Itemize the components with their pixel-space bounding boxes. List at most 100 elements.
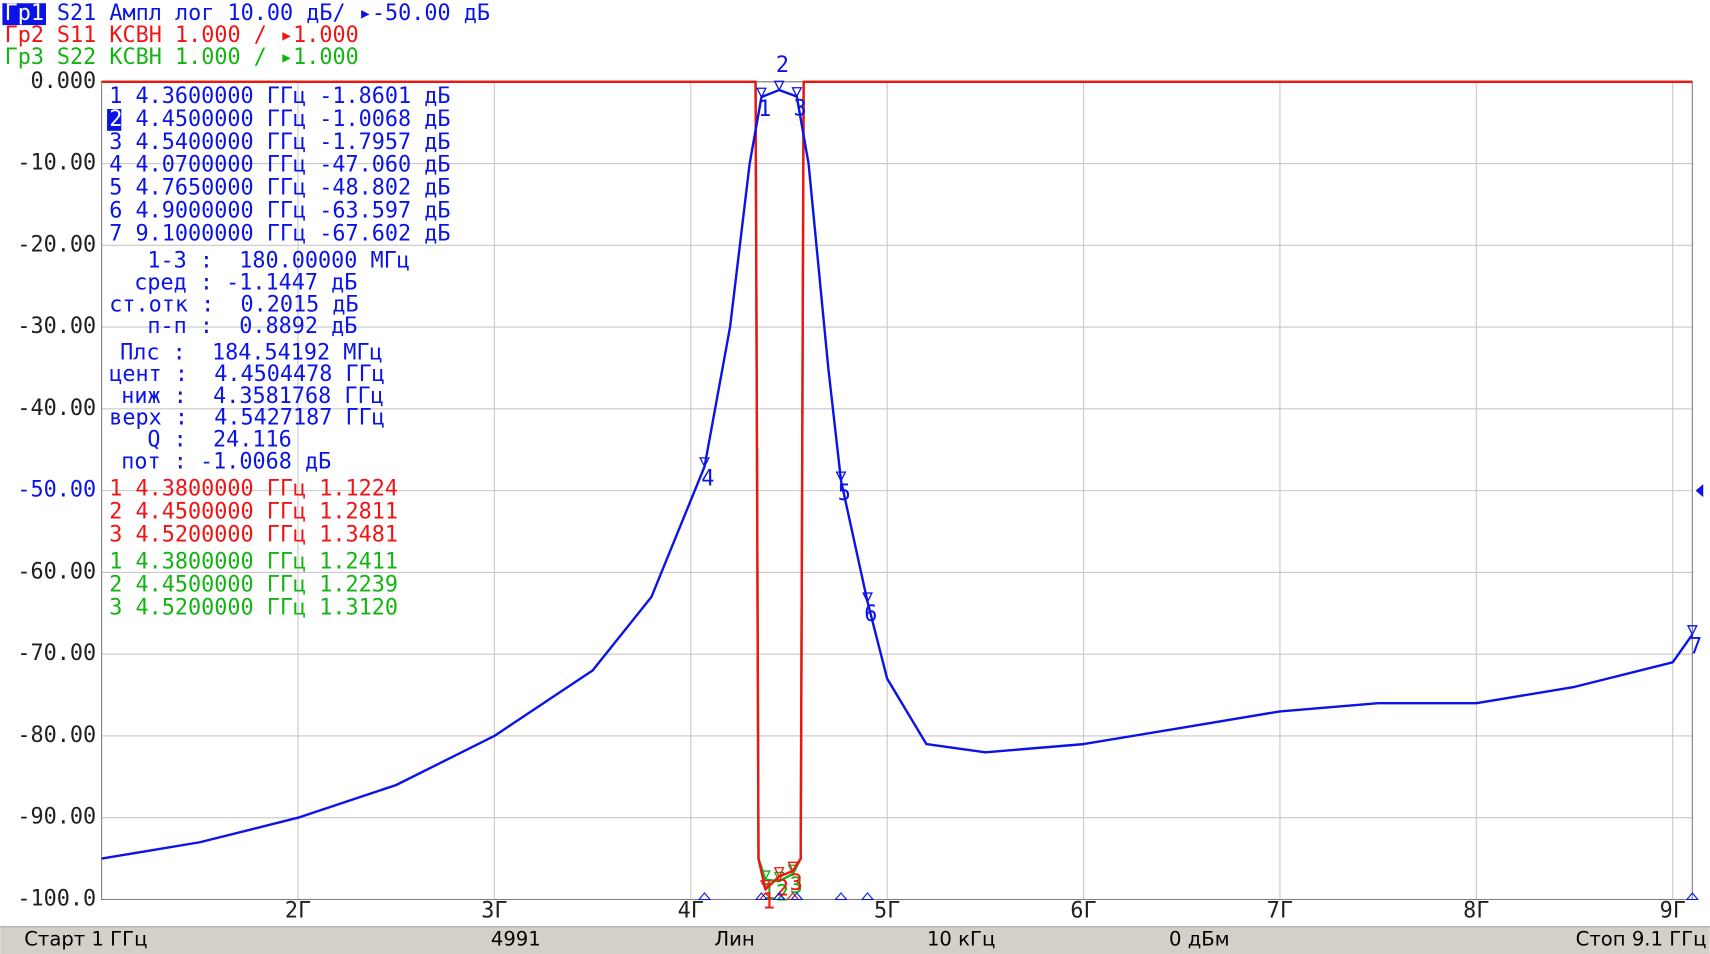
marker-readout-num: 3 xyxy=(109,595,122,620)
y-tick-label: -100.0 xyxy=(17,886,96,911)
marker-readout: 9.1000000 ГГц -67.602 дБ xyxy=(135,221,450,246)
x-tick-label: 4Г xyxy=(678,898,704,923)
marker-readout-num: 3 xyxy=(109,130,122,155)
trace-id: Гр1 xyxy=(5,1,44,26)
marker-readout-num: 1 xyxy=(109,550,122,575)
marker-triangle xyxy=(759,880,771,891)
y-tick-label: -60.00 xyxy=(17,559,96,584)
marker-number: 1 xyxy=(758,97,771,122)
text-part: 4.9000000 ГГц xyxy=(135,199,306,224)
text-part: 4.7650000 ГГц xyxy=(135,176,306,201)
text-part: 4.4500000 ГГц xyxy=(135,572,306,597)
marker-readout: 4.5200000 ГГц 1.3120 xyxy=(135,595,397,620)
y-tick-label: 0.000 xyxy=(31,69,97,94)
marker-axis-triangle xyxy=(790,892,804,901)
text-part: -63.597 дБ xyxy=(319,199,450,224)
marker-readout-num: 7 xyxy=(109,221,122,246)
status-item: 10 кГц xyxy=(927,927,995,950)
marker-triangle xyxy=(756,87,767,99)
x-tick-label: 2Г xyxy=(285,898,311,923)
trace-header: S11 КСВН 1.000 / ▸1.000 xyxy=(57,23,359,48)
status-bar xyxy=(0,926,1710,954)
marker-number: 2 xyxy=(776,53,789,78)
text-part: 4.3800000 ГГц xyxy=(135,550,306,575)
stat-line: Q : 24.116 xyxy=(147,427,291,452)
x-tick-label: 3Г xyxy=(481,898,507,923)
marker-number: 2 xyxy=(776,877,789,902)
marker-readout: 4.7650000 ГГц -48.802 дБ xyxy=(135,176,450,201)
y-tick-label: -80.00 xyxy=(17,723,96,748)
text-part: 4.5200000 ГГц xyxy=(135,522,306,547)
marker-number: 3 xyxy=(790,871,803,896)
stat-line: ст.отк : 0.2015 дБ xyxy=(109,292,358,317)
x-tick-label: 7Г xyxy=(1267,898,1293,923)
text-part: S21 xyxy=(57,1,96,26)
marker-number: 3 xyxy=(794,97,807,122)
marker-triangle xyxy=(773,80,785,92)
text-part: 1.000 xyxy=(293,23,359,48)
text-part: 1.000 / xyxy=(175,45,267,70)
text-part: 1.000 / xyxy=(175,23,267,48)
y-tick-label: -90.00 xyxy=(17,805,96,830)
marker-triangle xyxy=(862,592,873,604)
trace-header: S22 КСВН 1.000 / ▸1.000 xyxy=(57,45,359,70)
text-part: 1.3481 xyxy=(319,522,398,547)
marker-readout: 4.4500000 ГГц -1.0068 дБ xyxy=(135,107,450,132)
marker-axis-triangle xyxy=(834,892,848,901)
stat-line: сред : -1.1447 дБ xyxy=(134,270,357,295)
trace-line xyxy=(101,88,1694,860)
status-item: 0 дБм xyxy=(1169,927,1230,950)
status-item: 4991 xyxy=(491,927,541,950)
stat-line: ниж : 4.3581768 ГГц xyxy=(121,384,383,409)
marker-readout: 4.5400000 ГГц -1.7957 дБ xyxy=(135,130,450,155)
stat-line: п-п : 0.8892 дБ xyxy=(147,314,357,339)
text-part: 9.1000000 ГГц xyxy=(135,221,306,246)
text-part: 4.0700000 ГГц xyxy=(135,153,306,178)
marker-readout: 4.4500000 ГГц 1.2811 xyxy=(135,499,397,524)
text-part: 1.2811 xyxy=(319,499,398,524)
y-tick-label: -30.00 xyxy=(17,314,96,339)
marker-triangle xyxy=(835,471,847,483)
marker-triangle xyxy=(773,867,785,878)
text-part: 1.3120 xyxy=(319,595,398,620)
text-part: КСВН xyxy=(109,23,162,48)
marker-axis-triangle xyxy=(754,892,769,901)
marker-number: 5 xyxy=(838,481,851,506)
marker-readout-num: 1 xyxy=(109,84,122,109)
text-part: -1.7957 дБ xyxy=(319,130,450,155)
text-part: 1.2239 xyxy=(319,572,398,597)
marker-readout: 4.0700000 ГГц -47.060 дБ xyxy=(135,153,450,178)
y-tick-label: -70.00 xyxy=(17,641,96,666)
stat-line: 1-3 : 180.00000 МГц xyxy=(147,249,409,274)
marker-readout: 4.4500000 ГГц 1.2239 xyxy=(135,572,397,597)
x-tick-label: 9Г xyxy=(1660,898,1686,923)
marker-triangle xyxy=(699,457,710,469)
text-part: -1.8601 дБ xyxy=(319,84,450,109)
text-part: Ампл лог xyxy=(109,1,214,26)
y-tick-label: -40.00 xyxy=(17,396,96,421)
marker-triangle xyxy=(791,87,803,98)
marker-readout: 4.3800000 ГГц 1.1224 xyxy=(135,477,397,502)
text-part: 4.5200000 ГГц xyxy=(135,595,306,620)
text-part: 4.4500000 ГГц xyxy=(135,499,306,524)
y-tick-label: -20.00 xyxy=(17,232,96,257)
marker-readout: 4.9000000 ГГц -63.597 дБ xyxy=(135,199,450,224)
marker-axis-triangle xyxy=(1685,892,1699,901)
text-part: -47.060 дБ xyxy=(319,153,450,178)
trace-id: Гр2 xyxy=(5,23,44,48)
marker-axis-triangle xyxy=(697,892,712,901)
marker-readout: 4.3800000 ГГц 1.2411 xyxy=(135,550,397,575)
text-part: -1.0068 дБ xyxy=(319,107,450,132)
marker-number: 1 xyxy=(762,890,775,915)
marker-readout-num: 2 xyxy=(109,499,122,524)
text-part: 4.5400000 ГГц xyxy=(135,130,306,155)
text-part: S11 xyxy=(57,23,96,48)
marker-readout: 4.5200000 ГГц 1.3481 xyxy=(135,522,397,547)
marker-readout-num: 3 xyxy=(109,522,122,547)
text-part: -50.00 дБ xyxy=(372,1,490,26)
status-item: Стоп 9.1 ГГц xyxy=(1576,927,1707,950)
marker-number: 6 xyxy=(864,602,877,627)
y-tick-label: -50.00 xyxy=(17,478,96,503)
trace-header: S21 Ампл лог 10.00 дБ/ ▸-50.00 дБ xyxy=(57,1,490,26)
